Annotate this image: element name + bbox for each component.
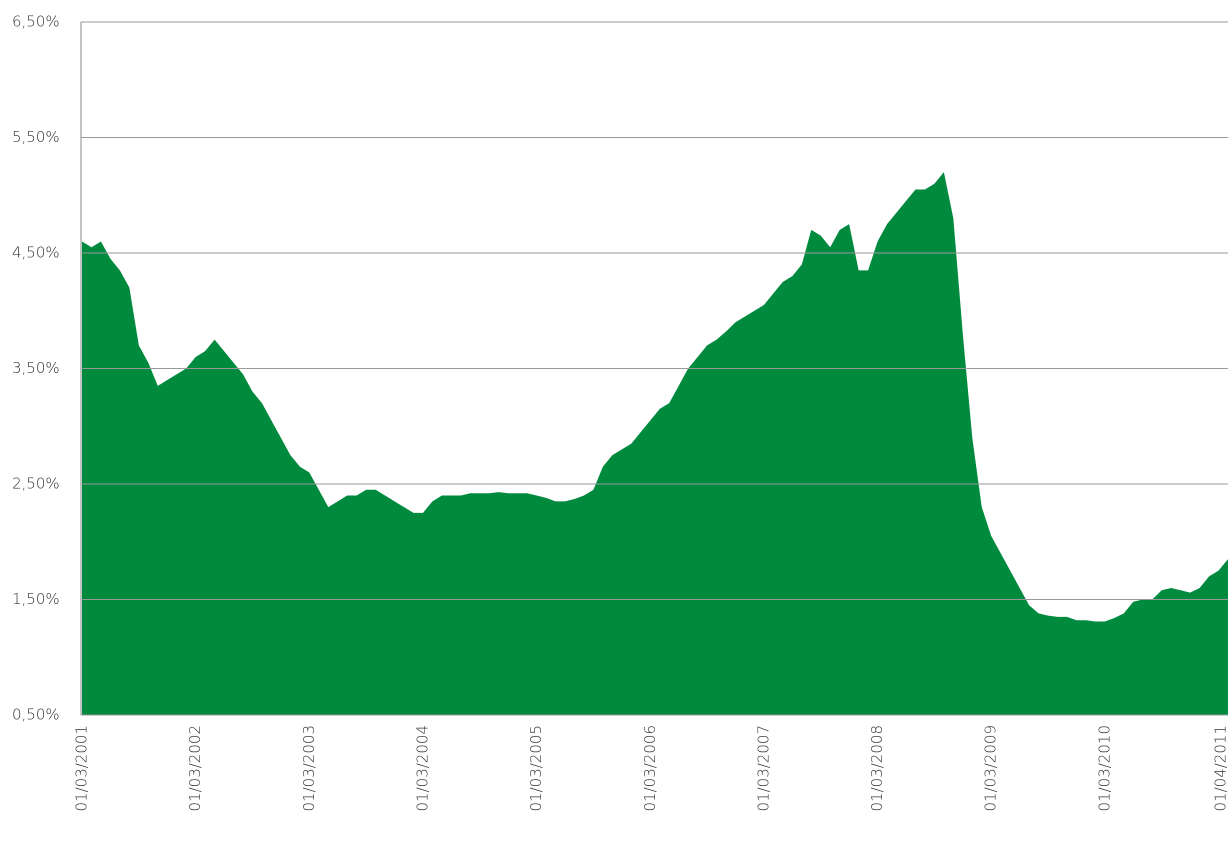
x-tick-label: 01/03/2010 (1095, 725, 1113, 811)
x-tick-label: 01/03/2008 (868, 725, 886, 811)
x-tick-label: 01/03/2007 (754, 725, 772, 811)
x-tick-label: 01/03/2004 (413, 725, 431, 811)
y-tick-label: 0,50% (12, 706, 60, 724)
x-tick-label: 01/04/2011 (1212, 725, 1230, 811)
y-tick-label: 3,50% (12, 359, 60, 377)
x-tick-label: 01/03/2006 (641, 725, 659, 811)
y-tick-label: 1,50% (12, 590, 60, 608)
x-tick-label: 01/03/2005 (527, 725, 545, 811)
x-tick-label: 01/03/2009 (982, 725, 1000, 811)
x-tick-label: 01/03/2001 (73, 725, 91, 811)
y-tick-label: 4,50% (12, 244, 60, 262)
x-tick-label: 01/03/2002 (186, 725, 204, 811)
area (82, 172, 1228, 715)
x-tick-label: 01/03/2003 (300, 725, 318, 811)
y-tick-label: 5,50% (12, 128, 60, 146)
y-tick-label: 6,50% (12, 13, 60, 31)
y-tick-label: 2,50% (12, 475, 60, 493)
